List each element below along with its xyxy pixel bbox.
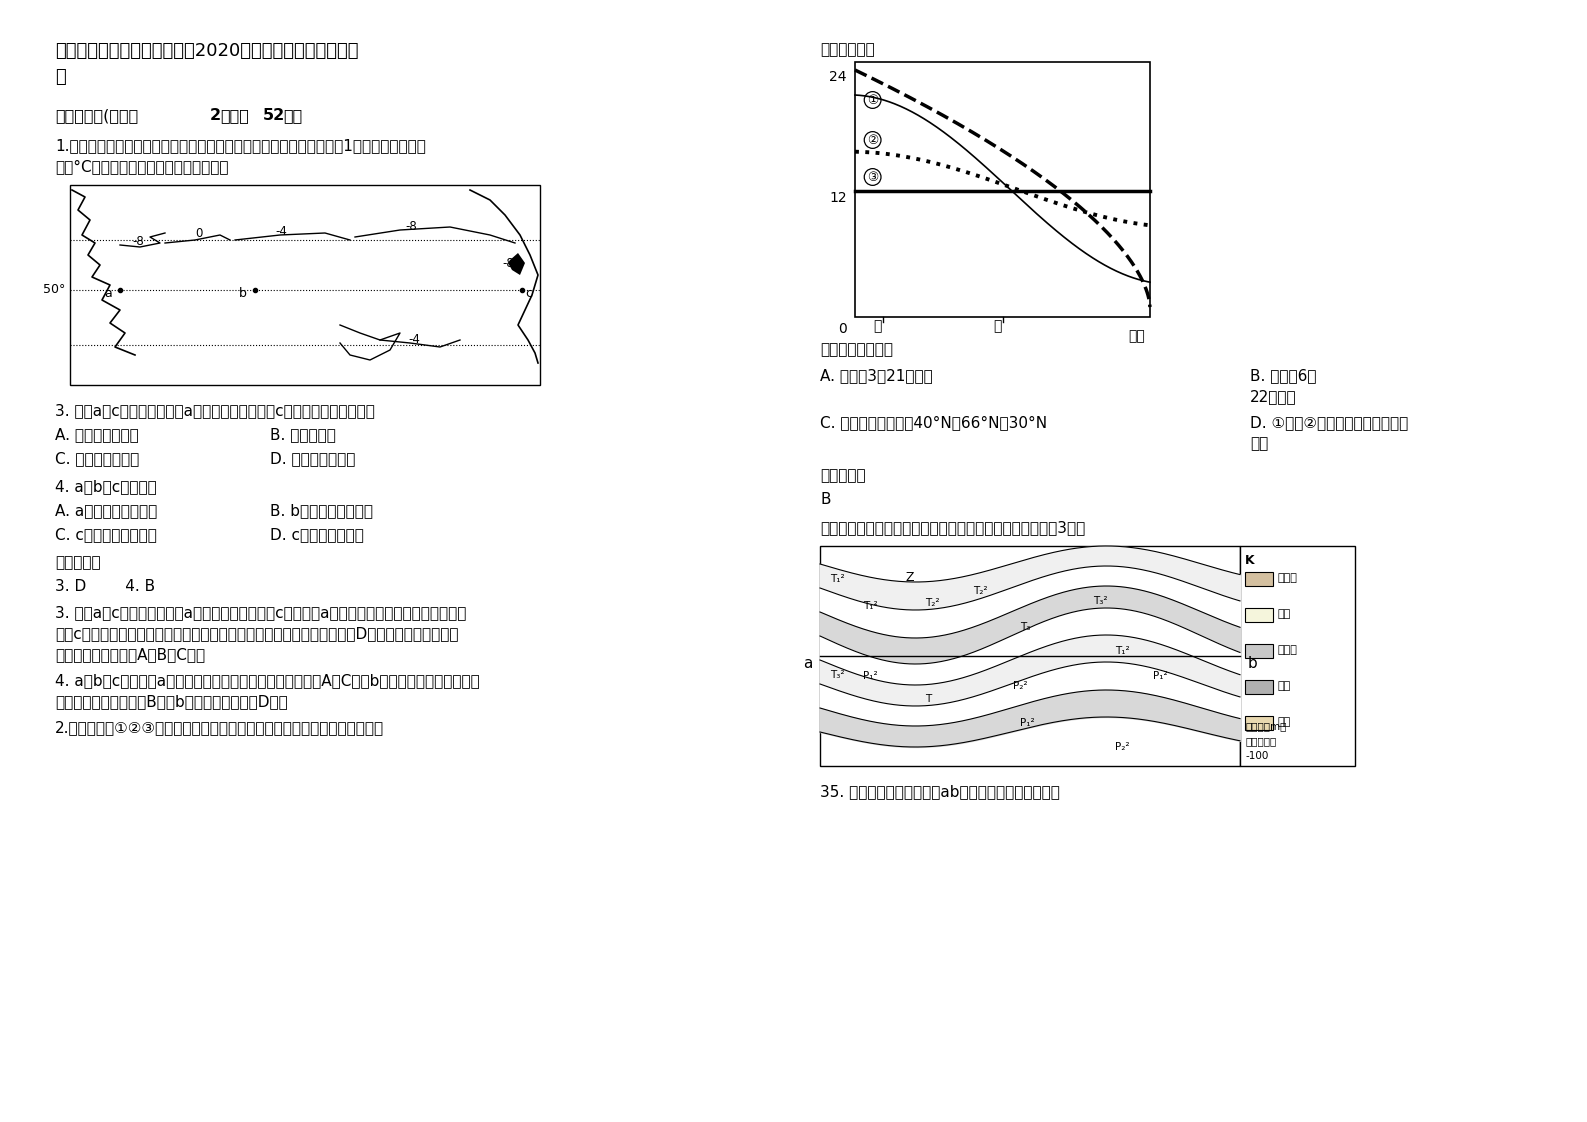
Text: -8: -8: [405, 220, 417, 233]
Text: -8: -8: [132, 234, 144, 248]
Text: 响，c地受季风环流，千岛寒流影响，其主要影响因素是洋流、大气环流，D对。海陆、地形、太阳: 响，c地受季风环流，千岛寒流影响，其主要影响因素是洋流、大气环流，D对。海陆、地…: [56, 626, 459, 641]
Text: T₃²: T₃²: [830, 670, 844, 680]
Bar: [70, 185, 540, 385]
Bar: [1244, 716, 1273, 730]
Text: C. 三地纬度可依次为40°N、66°N、30°N: C. 三地纬度可依次为40°N、66°N、30°N: [820, 415, 1047, 430]
Text: ①: ①: [867, 93, 878, 107]
Text: 4. a、b、c三地相比a地气温年较差最小，气候海洋性最强，A、C错。b地位于大陆内部，远离海: 4. a、b、c三地相比a地气温年较差最小，气候海洋性最强，A、C错。b地位于大…: [56, 673, 479, 688]
Text: 下图是我国东部季风区某地岩层水平分布图，据图完成下列3题。: 下图是我国东部季风区某地岩层水平分布图，据图完成下列3题。: [820, 519, 1086, 535]
Text: ③: ③: [867, 171, 878, 184]
Text: 分层分界线: 分层分界线: [1244, 736, 1276, 746]
Text: 2: 2: [209, 108, 221, 123]
Text: P₂²: P₂²: [1013, 681, 1027, 691]
Text: P₁²: P₁²: [1020, 718, 1035, 728]
Text: Z: Z: [905, 571, 914, 583]
Bar: [855, 62, 1151, 318]
Text: 度小: 度小: [1251, 436, 1268, 451]
Text: 石灰岩: 石灰岩: [1278, 645, 1298, 655]
Text: 砾岩: 砾岩: [1278, 717, 1292, 727]
Text: B. 海陆、地形: B. 海陆、地形: [270, 427, 336, 442]
Text: 参考答案：: 参考答案：: [56, 555, 100, 570]
Text: 22日前后: 22日前后: [1251, 389, 1297, 404]
Text: B. 乙表示6月: B. 乙表示6月: [1251, 368, 1317, 383]
Polygon shape: [508, 252, 525, 275]
Text: 0: 0: [838, 322, 847, 335]
Text: 0: 0: [195, 227, 203, 240]
Text: D. c地年降水量最少: D. c地年降水量最少: [270, 527, 363, 542]
Text: 50°: 50°: [43, 283, 65, 296]
Text: 甲: 甲: [993, 319, 1001, 333]
Text: T₁²: T₁²: [1116, 646, 1130, 656]
Text: -100: -100: [1244, 751, 1268, 761]
Text: 花岗岩: 花岗岩: [1278, 573, 1298, 583]
Text: A. a地气温年较差最大: A. a地气温年较差最大: [56, 503, 157, 518]
Text: T₃: T₃: [1020, 622, 1030, 632]
Text: b: b: [240, 287, 248, 300]
Bar: [1244, 572, 1273, 586]
Text: 分）: 分）: [282, 108, 302, 123]
Text: 24: 24: [830, 70, 847, 84]
Text: 日期: 日期: [1128, 329, 1144, 343]
Text: T: T: [925, 695, 932, 703]
Text: 3. D        4. B: 3. D 4. B: [56, 579, 156, 594]
Text: 泥岩: 泥岩: [1278, 681, 1292, 691]
Text: 分，共: 分，共: [221, 108, 249, 123]
Text: P₂²: P₂²: [1116, 742, 1130, 752]
Text: P₁²: P₁²: [863, 671, 878, 681]
Text: B. b地气候大陆性最强: B. b地气候大陆性最强: [270, 503, 373, 518]
Text: T₂²: T₂²: [973, 586, 987, 596]
Text: a: a: [105, 287, 113, 300]
Text: c: c: [525, 287, 532, 300]
Text: P₁²: P₁²: [1152, 671, 1168, 681]
Text: 4. a、b、c三地相比: 4. a、b、c三地相比: [56, 479, 157, 494]
Text: C. c地气候海洋性最强: C. c地气候海洋性最强: [56, 527, 157, 542]
Text: -4: -4: [275, 226, 287, 238]
Text: 等高线（m）: 等高线（m）: [1244, 721, 1287, 732]
Text: 下列说法正确的是: 下列说法正确的是: [820, 342, 893, 357]
Text: 参考答案：: 参考答案：: [820, 468, 865, 482]
Text: T₃²: T₃²: [1093, 596, 1108, 606]
Text: 2.读图，图中①②③表示北半球不同纬度三地白昼长度随时间变化。完成下列: 2.读图，图中①②③表示北半球不同纬度三地白昼长度随时间变化。完成下列: [56, 720, 384, 735]
Text: A. 甲表示3月21日前后: A. 甲表示3月21日前后: [820, 368, 933, 383]
Text: 析: 析: [56, 68, 65, 86]
Text: a: a: [803, 656, 813, 671]
Text: 1.气温距平值是指某地气温与同纬度平均气温的差值。下图为亚欧大陆1月气温距平值（单: 1.气温距平值是指某地气温与同纬度平均气温的差值。下图为亚欧大陆1月气温距平值（…: [56, 138, 425, 153]
Text: 3. 图中a、c两地纬度相同，a地气温距平值远低于c地，其主要影响因素是: 3. 图中a、c两地纬度相同，a地气温距平值远低于c地，其主要影响因素是: [56, 403, 375, 419]
Bar: [1239, 546, 1355, 766]
Text: 昼长（小时）: 昼长（小时）: [820, 42, 874, 57]
Text: 湖南省郴州市桂东县第一中学2020年高三地理期末试题含解: 湖南省郴州市桂东县第一中学2020年高三地理期末试题含解: [56, 42, 359, 59]
Text: 位：°C）分布图。读图，完成下列各题。: 位：°C）分布图。读图，完成下列各题。: [56, 159, 229, 174]
Bar: [820, 546, 1239, 766]
Text: -8: -8: [501, 257, 514, 270]
Bar: [1244, 608, 1273, 622]
Text: K: K: [1244, 554, 1255, 567]
Text: D. ①地较②地昼夜长短的年变化幅: D. ①地较②地昼夜长短的年变化幅: [1251, 415, 1408, 430]
Text: -4: -4: [408, 333, 421, 346]
Text: C. 地形、太阳辐射: C. 地形、太阳辐射: [56, 451, 140, 466]
Text: A. 海陆、大气环流: A. 海陆、大气环流: [56, 427, 138, 442]
Text: B: B: [820, 493, 830, 507]
Text: 洋，气候大陆性最强，B对。b地年降水量最少，D错。: 洋，气候大陆性最强，B对。b地年降水量最少，D错。: [56, 695, 287, 709]
Text: 12: 12: [830, 191, 847, 205]
Text: ②: ②: [867, 134, 878, 147]
Text: T₂²: T₂²: [925, 598, 940, 608]
Text: b: b: [1247, 656, 1258, 671]
Text: 一、选择题(每小题: 一、选择题(每小题: [56, 108, 138, 123]
Text: 辐射不是主要因素，A、B、C错。: 辐射不是主要因素，A、B、C错。: [56, 647, 205, 662]
Text: 3. 图中a、c两地纬度相同，a地气温距平值远低于c地，因为a地沿岸受北大西洋暖流、西风带影: 3. 图中a、c两地纬度相同，a地气温距平值远低于c地，因为a地沿岸受北大西洋暖…: [56, 605, 467, 620]
Bar: [1244, 680, 1273, 695]
Text: 砂岩: 砂岩: [1278, 609, 1292, 619]
Text: 乙: 乙: [873, 319, 881, 333]
Bar: [1244, 644, 1273, 657]
Text: T₁²: T₁²: [863, 601, 878, 611]
Text: 52: 52: [263, 108, 286, 123]
Text: T₁²: T₁²: [830, 574, 844, 583]
Text: D. 洋流、大气环流: D. 洋流、大气环流: [270, 451, 355, 466]
Text: 35. 下列四幅剖面图中与沿ab剖面线的剖面图一致的是: 35. 下列四幅剖面图中与沿ab剖面线的剖面图一致的是: [820, 784, 1060, 799]
